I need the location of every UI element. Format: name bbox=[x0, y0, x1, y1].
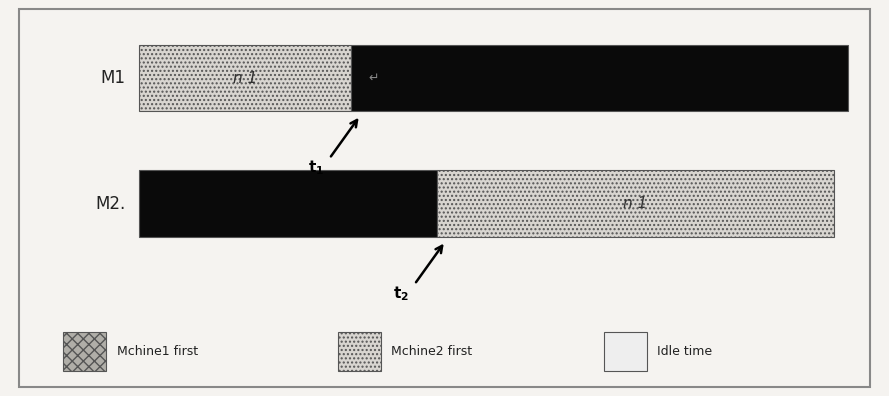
Bar bbox=[139, 170, 436, 237]
Text: Idle time: Idle time bbox=[657, 345, 712, 358]
Bar bbox=[63, 332, 106, 371]
Bar bbox=[436, 170, 834, 237]
Text: $\mathbf{t_2}$: $\mathbf{t_2}$ bbox=[393, 284, 409, 303]
Text: Mchine2 first: Mchine2 first bbox=[391, 345, 472, 358]
Text: n 1: n 1 bbox=[623, 196, 647, 211]
Text: ↵: ↵ bbox=[368, 72, 379, 85]
Text: $\mathbf{t_1}$: $\mathbf{t_1}$ bbox=[308, 159, 324, 177]
Text: M1: M1 bbox=[100, 69, 125, 87]
Bar bbox=[139, 45, 351, 112]
Text: M2.: M2. bbox=[95, 195, 125, 213]
Bar bbox=[351, 45, 848, 112]
Bar bbox=[604, 332, 646, 371]
Text: n 1: n 1 bbox=[233, 70, 257, 86]
Text: Mchine1 first: Mchine1 first bbox=[116, 345, 197, 358]
Bar bbox=[338, 332, 380, 371]
